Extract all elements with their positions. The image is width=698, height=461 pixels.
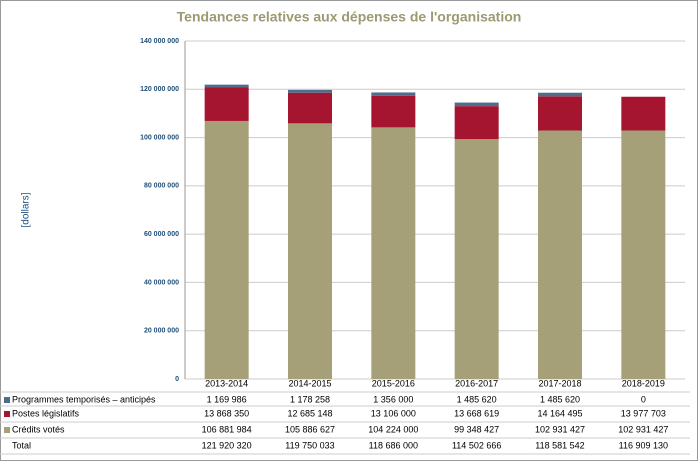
bar-segment — [288, 123, 332, 379]
legend-swatch — [4, 397, 10, 403]
bar-segment — [454, 139, 499, 379]
table-cell: 99 348 427 — [454, 424, 499, 434]
y-tick-label: 60 000 000 — [144, 231, 179, 238]
y-axis-label: [dollars] — [21, 192, 32, 227]
table-cell: 1 356 000 — [373, 394, 413, 404]
y-tick-label: 140 000 000 — [140, 38, 179, 45]
total-cell: 118 686 000 — [369, 440, 418, 450]
table-cell: 0 — [641, 394, 646, 404]
legend-label: Programmes temporisés – anticipés — [12, 394, 156, 404]
total-label: Total — [12, 440, 31, 450]
y-tick-label: 20 000 000 — [144, 328, 179, 335]
y-tick-label: 0 — [175, 376, 179, 383]
table-cell: 104 224 000 — [368, 424, 418, 434]
y-tick-label: 40 000 000 — [144, 279, 179, 286]
table-cell: 14 164 495 — [537, 408, 582, 418]
legend-swatch — [4, 411, 10, 417]
bar-segment — [371, 92, 416, 96]
table-cell: 13 106 000 — [371, 408, 416, 418]
table-cell: 105 886 627 — [285, 424, 335, 434]
bar-segment — [371, 127, 416, 379]
table-cell: 102 931 427 — [535, 424, 585, 434]
table-cell: 13 977 703 — [621, 408, 666, 418]
table-cell: 13 868 350 — [204, 408, 249, 418]
bar-segment — [288, 89, 332, 93]
x-tick-label: 2013-2014 — [205, 378, 248, 388]
total-cell: 119 750 033 — [285, 440, 334, 450]
table-cell: 13 668 619 — [454, 408, 499, 418]
total-cell: 116 909 130 — [619, 440, 668, 450]
total-cell: 118 581 542 — [535, 440, 584, 450]
legend-label: Crédits votés — [12, 424, 65, 434]
table-cell: 106 881 984 — [202, 424, 252, 434]
table-cell: 1 178 258 — [290, 394, 330, 404]
bar-segment — [621, 96, 666, 131]
y-tick-label: 120 000 000 — [140, 86, 179, 93]
legend-label: Postes législatifs — [12, 408, 80, 418]
bar-segment — [538, 96, 582, 131]
table-cell: 1 485 620 — [540, 394, 580, 404]
x-tick-label: 2014-2015 — [288, 378, 331, 388]
bar-segment — [454, 106, 499, 140]
table-cell: 12 685 148 — [287, 408, 332, 418]
y-tick-label: 80 000 000 — [144, 183, 179, 190]
bar-segment — [454, 102, 499, 107]
x-tick-label: 2015-2016 — [372, 378, 415, 388]
bar-segment — [621, 130, 666, 379]
bar-segment — [204, 120, 249, 379]
total-cell: 121 920 320 — [202, 440, 252, 450]
chart-title: Tendances relatives aux dépenses de l'or… — [177, 9, 522, 25]
bar-segment — [204, 87, 249, 121]
table-cell: 102 931 427 — [618, 424, 668, 434]
table-cell: 1 169 986 — [207, 394, 247, 404]
table-cell: 1 485 620 — [457, 394, 497, 404]
x-tick-label: 2016-2017 — [455, 378, 498, 388]
bar-segment — [538, 130, 582, 379]
bar-segment — [538, 92, 582, 97]
x-tick-label: 2018-2019 — [622, 378, 665, 388]
bar-segment — [204, 84, 249, 88]
legend-swatch — [4, 427, 10, 433]
x-tick-label: 2017-2018 — [538, 378, 581, 388]
bar-segment — [371, 95, 416, 128]
bar-segment — [288, 92, 332, 124]
y-tick-label: 100 000 000 — [140, 134, 179, 141]
total-cell: 114 502 666 — [452, 440, 501, 450]
